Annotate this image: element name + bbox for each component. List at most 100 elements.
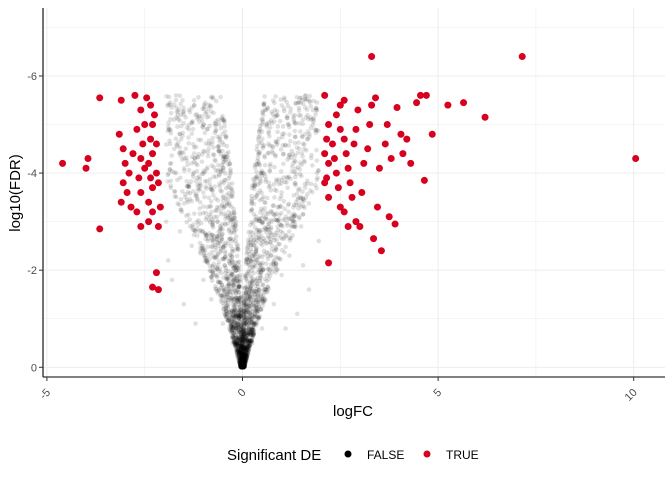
point-false — [165, 258, 171, 263]
point-false — [236, 341, 242, 346]
point-false — [247, 323, 252, 329]
point-false — [227, 236, 232, 242]
point-false — [235, 323, 240, 329]
point-false — [242, 364, 247, 370]
point-false — [234, 341, 240, 346]
point-false — [228, 298, 234, 304]
point-false — [231, 339, 237, 345]
point-false — [215, 144, 220, 149]
point-false — [247, 338, 253, 343]
point-true — [330, 155, 338, 163]
point-false — [199, 159, 205, 164]
point-false — [209, 278, 215, 284]
point-false — [239, 364, 245, 370]
point-false — [233, 343, 238, 348]
point-false — [265, 211, 271, 217]
point-false — [193, 228, 198, 233]
point-false — [241, 351, 247, 357]
point-false — [239, 353, 245, 358]
point-false — [216, 259, 222, 265]
point-false — [245, 351, 251, 357]
point-false — [242, 352, 247, 358]
point-false — [191, 103, 197, 108]
point-false — [233, 260, 238, 266]
point-false — [241, 363, 246, 368]
point-true — [137, 106, 145, 114]
point-false — [229, 297, 234, 302]
point-false — [232, 307, 237, 313]
point-false — [240, 361, 246, 366]
point-false — [241, 363, 246, 368]
point-false — [241, 356, 247, 362]
point-false — [259, 262, 264, 268]
point-false — [238, 363, 244, 369]
point-false — [191, 211, 197, 216]
point-false — [230, 328, 235, 333]
point-false — [278, 222, 284, 228]
point-false — [247, 294, 253, 299]
point-false — [169, 277, 175, 283]
point-false — [229, 260, 235, 265]
point-false — [244, 257, 250, 263]
point-false — [208, 214, 213, 219]
point-false — [242, 322, 247, 328]
point-false — [201, 251, 207, 256]
point-false — [242, 359, 248, 364]
point-false — [235, 346, 241, 352]
point-false — [219, 222, 225, 228]
point-false — [189, 198, 195, 204]
point-false — [173, 93, 179, 98]
point-false — [286, 229, 292, 234]
point-false — [241, 360, 247, 365]
point-false — [237, 337, 243, 342]
point-true — [356, 222, 364, 230]
point-false — [255, 308, 261, 314]
point-false — [228, 169, 233, 174]
point-false — [249, 294, 255, 300]
point-false — [224, 291, 229, 296]
point-false — [234, 246, 240, 252]
point-false — [244, 256, 250, 262]
point-false — [271, 259, 277, 265]
point-false — [238, 354, 244, 360]
point-false — [200, 171, 205, 176]
point-false — [217, 232, 222, 237]
point-false — [314, 107, 320, 113]
point-false — [260, 298, 266, 304]
point-false — [241, 361, 246, 367]
point-false — [236, 316, 242, 322]
point-false — [234, 326, 240, 331]
point-false — [241, 364, 246, 370]
point-false — [238, 332, 244, 338]
point-false — [244, 291, 249, 297]
point-false — [167, 141, 173, 147]
point-true — [366, 121, 374, 129]
point-false — [248, 303, 253, 308]
point-false — [283, 244, 288, 250]
point-false — [233, 268, 239, 273]
point-false — [246, 303, 251, 308]
point-false — [256, 234, 262, 240]
point-true — [352, 218, 360, 226]
point-true — [149, 150, 157, 158]
point-false — [268, 253, 274, 259]
point-true — [149, 208, 157, 216]
point-false — [234, 278, 240, 284]
point-false — [308, 103, 313, 109]
point-false — [207, 123, 212, 129]
point-true — [385, 213, 393, 221]
point-false — [244, 345, 250, 351]
point-false — [238, 306, 244, 312]
point-false — [241, 344, 246, 349]
point-false — [241, 364, 246, 369]
point-false — [315, 128, 321, 133]
point-false — [243, 320, 249, 325]
point-false — [244, 331, 250, 336]
point-false — [249, 219, 254, 225]
point-false — [240, 332, 246, 338]
point-false — [237, 350, 242, 356]
point-false — [266, 266, 271, 271]
point-false — [249, 289, 254, 294]
point-false — [238, 356, 243, 362]
point-false — [243, 311, 249, 317]
